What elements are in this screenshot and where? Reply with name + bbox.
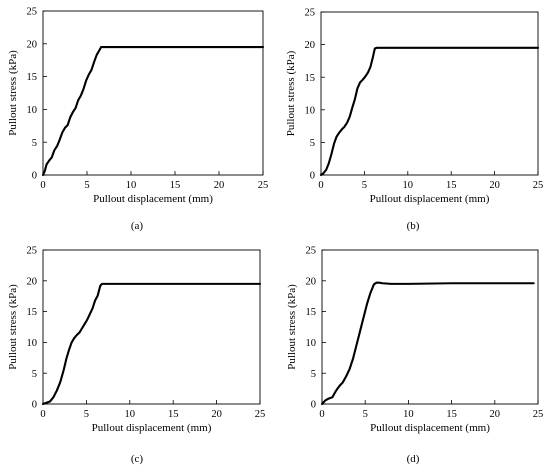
x-tick-label: 20 <box>211 409 222 420</box>
x-tick-label: 25 <box>533 180 544 191</box>
y-tick-label: 25 <box>27 7 38 18</box>
x-tick-label: 5 <box>84 409 89 420</box>
x-tick-label: 10 <box>125 409 136 420</box>
y-tick-label: 25 <box>306 246 317 257</box>
panel-label-a: (a) <box>131 220 144 232</box>
series-line-d <box>320 281 535 406</box>
y-tick-label: 5 <box>32 369 37 380</box>
x-tick-label: 15 <box>170 180 181 191</box>
x-tick-label: 5 <box>363 409 368 420</box>
x-tick-label: 15 <box>446 180 457 191</box>
chart-panel-a: 0 5 10 15 20 25 0 5 10 15 20 25 Pullout displacement… <box>7 7 268 232</box>
y-tick-label: 25 <box>27 246 38 257</box>
x-axis-title: Pullout displacement (mm) <box>370 193 490 205</box>
y-tick-label: 25 <box>305 8 316 19</box>
y-tick-label: 5 <box>310 138 315 149</box>
x-tick-label: 10 <box>403 180 414 191</box>
x-tick-label: 0 <box>40 409 45 420</box>
series-line-b <box>319 46 540 177</box>
x-tick-label: 15 <box>446 409 457 420</box>
chart-panel-d: 0 5 10 15 20 25 0 5 10 15 20 25 Pullout displacement… <box>286 246 543 465</box>
y-tick-label: 15 <box>27 72 38 83</box>
y-tick-label: 20 <box>27 39 38 50</box>
x-axis-title: Pullout displacement (mm) <box>93 193 213 205</box>
x-tick-label: 25 <box>255 409 266 420</box>
plot-frame <box>321 249 539 405</box>
x-tick-label: 10 <box>126 180 137 191</box>
x-tick-label: 20 <box>490 409 501 420</box>
y-tick-label: 0 <box>310 171 315 182</box>
y-tick-label: 5 <box>32 138 37 149</box>
y-tick-label: 20 <box>305 40 316 51</box>
plot-frame <box>42 10 264 176</box>
plot-frame <box>320 11 539 176</box>
x-tick-label: 0 <box>319 409 324 420</box>
y-tick-label: 15 <box>306 307 317 318</box>
y-tick-label: 0 <box>32 171 37 182</box>
y-axis-title: Pullout stress (kPa) <box>7 284 19 370</box>
y-tick-label: 20 <box>306 276 317 287</box>
x-axis-title: Pullout displacement (mm) <box>370 422 490 434</box>
panel-label-d: (d) <box>407 453 420 465</box>
chart-panel-c: 0 5 10 15 20 25 0 5 10 15 20 25 Pullout displacement… <box>7 246 265 465</box>
y-tick-label: 10 <box>27 105 38 116</box>
y-tick-label: 15 <box>27 307 38 318</box>
y-axis-title: Pullout stress (kPa) <box>285 50 297 136</box>
x-tick-label: 15 <box>168 409 179 420</box>
y-axis-title: Pullout stress (kPa) <box>286 284 298 370</box>
y-tick-label: 0 <box>311 400 316 411</box>
y-tick-label: 15 <box>305 73 316 84</box>
x-tick-label: 20 <box>214 180 225 191</box>
y-tick-label: 10 <box>306 338 317 349</box>
panel-label-b: (b) <box>407 220 420 232</box>
chart-panel-b: 0 5 10 15 20 25 0 5 10 15 20 25 Pullout displacement… <box>285 8 543 232</box>
series-line-a <box>41 46 265 177</box>
y-tick-label: 5 <box>311 369 316 380</box>
y-tick-label: 10 <box>305 105 316 116</box>
y-tick-label: 0 <box>32 400 37 411</box>
y-tick-label: 20 <box>27 276 38 287</box>
x-tick-label: 0 <box>318 180 323 191</box>
x-tick-label: 25 <box>533 409 544 420</box>
series-line-c <box>41 282 262 406</box>
x-tick-label: 5 <box>84 180 89 191</box>
x-tick-label: 0 <box>40 180 45 191</box>
x-tick-label: 25 <box>258 180 269 191</box>
x-tick-label: 10 <box>403 409 414 420</box>
y-tick-label: 10 <box>27 338 38 349</box>
y-axis-title: Pullout stress (kPa) <box>7 50 19 136</box>
x-tick-label: 5 <box>362 180 367 191</box>
panel-label-c: (c) <box>131 453 144 465</box>
x-tick-label: 20 <box>489 180 500 191</box>
plot-frame <box>42 249 261 405</box>
x-axis-title: Pullout displacement (mm) <box>92 422 212 434</box>
